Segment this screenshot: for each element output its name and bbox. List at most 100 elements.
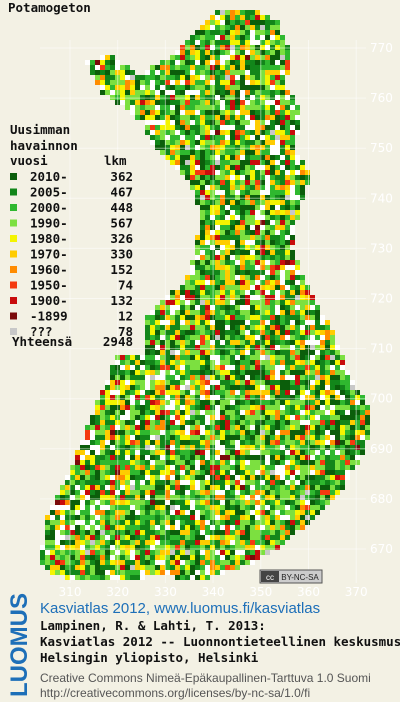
map-cell xyxy=(40,555,45,560)
map-cell xyxy=(180,515,185,520)
map-cell xyxy=(145,85,150,90)
map-cell xyxy=(265,25,270,30)
map-cell xyxy=(250,160,255,165)
map-cell xyxy=(195,55,200,60)
empty-cell xyxy=(160,455,165,460)
map-cell xyxy=(175,85,180,90)
map-cell xyxy=(160,435,165,440)
map-cell xyxy=(195,250,200,255)
map-cell xyxy=(245,295,250,300)
map-cell xyxy=(120,445,125,450)
map-cell xyxy=(140,90,145,95)
map-cell xyxy=(320,465,325,470)
empty-cell xyxy=(225,215,230,220)
map-cell xyxy=(155,535,160,540)
map-cell xyxy=(45,515,50,520)
map-cell xyxy=(245,410,250,415)
map-cell xyxy=(270,125,275,130)
map-cell xyxy=(355,440,360,445)
map-cell xyxy=(200,215,205,220)
map-cell xyxy=(195,115,200,120)
map-cell xyxy=(320,355,325,360)
map-cell xyxy=(135,540,140,545)
map-cell xyxy=(170,520,175,525)
map-cell xyxy=(105,425,110,430)
map-cell xyxy=(310,315,315,320)
empty-cell xyxy=(110,475,115,480)
map-cell xyxy=(235,565,240,570)
map-cell xyxy=(340,435,345,440)
map-cell xyxy=(60,495,65,500)
map-cell xyxy=(160,490,165,495)
atlas-link[interactable]: Kasviatlas 2012, www.luomus.fi/kasviatla… xyxy=(40,600,320,617)
map-cell xyxy=(265,345,270,350)
map-cell xyxy=(220,250,225,255)
empty-cell xyxy=(230,125,235,130)
map-cell xyxy=(235,125,240,130)
map-cell xyxy=(195,105,200,110)
map-cell xyxy=(245,365,250,370)
map-cell xyxy=(135,75,140,80)
map-cell xyxy=(285,415,290,420)
map-cell xyxy=(260,170,265,175)
map-cell xyxy=(160,100,165,105)
map-cell xyxy=(60,560,65,565)
map-cell xyxy=(290,100,295,105)
map-cell xyxy=(240,405,245,410)
map-cell xyxy=(205,155,210,160)
map-cell xyxy=(260,110,265,115)
map-cell xyxy=(95,430,100,435)
map-cell xyxy=(265,200,270,205)
map-cell xyxy=(105,80,110,85)
map-cell xyxy=(255,175,260,180)
map-cell xyxy=(285,55,290,60)
map-cell xyxy=(255,345,260,350)
empty-cell xyxy=(70,525,75,530)
map-cell xyxy=(310,385,315,390)
empty-cell xyxy=(175,305,180,310)
map-cell xyxy=(275,495,280,500)
map-cell xyxy=(320,345,325,350)
empty-cell xyxy=(215,155,220,160)
map-cell xyxy=(165,555,170,560)
map-cell xyxy=(160,305,165,310)
map-cell xyxy=(260,435,265,440)
map-cell xyxy=(290,115,295,120)
empty-cell xyxy=(350,380,355,385)
map-cell xyxy=(200,350,205,355)
map-cell xyxy=(135,410,140,415)
map-cell xyxy=(230,55,235,60)
y-tick-label: 770 xyxy=(370,41,393,55)
map-cell xyxy=(250,545,255,550)
map-cell xyxy=(260,430,265,435)
map-cell xyxy=(200,255,205,260)
map-cell xyxy=(85,520,90,525)
map-cell xyxy=(150,550,155,555)
map-cell xyxy=(220,355,225,360)
map-cell xyxy=(225,200,230,205)
map-cell xyxy=(250,415,255,420)
empty-cell xyxy=(255,165,260,170)
map-cell xyxy=(215,435,220,440)
map-cell xyxy=(215,275,220,280)
map-cell xyxy=(205,20,210,25)
empty-cell xyxy=(300,420,305,425)
map-cell xyxy=(95,455,100,460)
map-cell xyxy=(220,220,225,225)
map-cell xyxy=(80,515,85,520)
map-cell xyxy=(175,135,180,140)
map-cell xyxy=(210,490,215,495)
map-cell xyxy=(235,460,240,465)
map-cell xyxy=(255,465,260,470)
map-cell xyxy=(245,155,250,160)
map-cell xyxy=(160,300,165,305)
map-cell xyxy=(270,415,275,420)
license-line[interactable]: http://creativecommons.org/licenses/by-n… xyxy=(40,686,310,700)
empty-cell xyxy=(155,70,160,75)
map-cell xyxy=(95,575,100,580)
map-cell xyxy=(205,75,210,80)
map-cell xyxy=(290,305,295,310)
map-cell xyxy=(110,95,115,100)
map-cell xyxy=(240,350,245,355)
map-cell xyxy=(275,220,280,225)
